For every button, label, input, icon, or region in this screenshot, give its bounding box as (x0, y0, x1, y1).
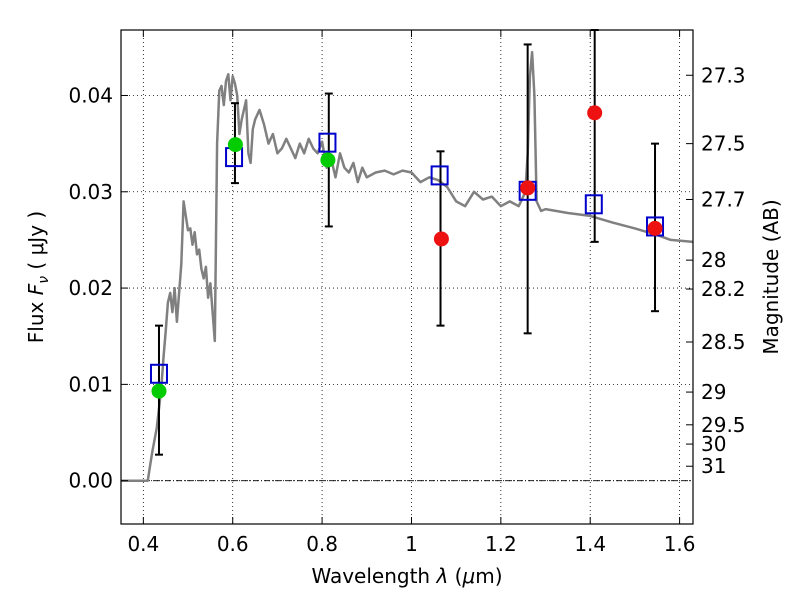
x-tick-label: 1 (405, 532, 418, 556)
mag-tick-label: 30 (701, 432, 726, 456)
circle-marker (227, 137, 243, 153)
mag-tick-label: 29 (701, 380, 726, 404)
circle-marker (520, 180, 536, 196)
x-tick-label: 1.6 (664, 532, 696, 556)
x-axis-label: Wavelength λ (μm) (311, 564, 502, 588)
x-tick-label: 0.4 (127, 532, 159, 556)
y2-axis-label: Magnitude (AB) (759, 199, 783, 354)
y-tick-label: 0.02 (68, 276, 113, 300)
mag-tick-label: 31 (701, 454, 726, 478)
square-marker (318, 132, 337, 153)
x-tick-label: 0.6 (217, 532, 249, 556)
mag-tick-label: 27.5 (701, 132, 746, 156)
circle-marker (151, 383, 167, 399)
circle-marker (320, 152, 336, 168)
y-tick-label: 0.03 (68, 180, 113, 204)
square-marker (584, 194, 603, 215)
axis-ticks: 0.4 0.6 0.8 1 1.2 1.4 1.6 0.00 0.01 0.02 0.03 0.04 2… (68, 30, 746, 556)
x-tick-label: 1.2 (485, 532, 517, 556)
x-tick-label: 0.8 (306, 532, 338, 556)
spectrum-line (121, 50, 694, 482)
plot-frame (120, 29, 694, 525)
y-tick-label: 0.00 (68, 469, 113, 493)
mag-tick-label: 29.5 (701, 413, 746, 437)
x-tick-label: 1.4 (574, 532, 606, 556)
mag-tick-label: 27.3 (701, 63, 746, 87)
circle-marker (647, 220, 663, 236)
square-marker (149, 363, 168, 384)
square-marker (430, 165, 449, 186)
mag-tick-label: 27.7 (701, 187, 746, 211)
model-spectrum (121, 50, 694, 482)
circle-marker (587, 105, 603, 121)
y-axis-label: Flux Fν ( μJy ) (24, 211, 52, 343)
observed-fluxes (151, 105, 663, 399)
mag-tick-label: 28.5 (701, 330, 746, 354)
mag-tick-label: 28 (701, 248, 726, 272)
circle-marker (433, 231, 449, 247)
y-tick-label: 0.04 (68, 83, 113, 107)
mag-tick-label: 28.2 (701, 277, 746, 301)
y-tick-label: 0.01 (68, 372, 113, 396)
